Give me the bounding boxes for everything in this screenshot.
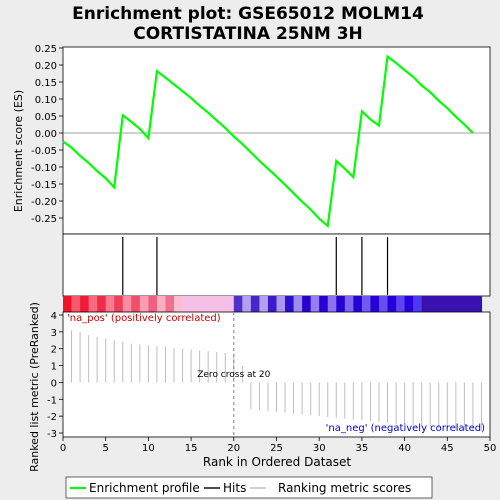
metric-tick-label: 2 [51,345,57,356]
zero-cross-label: Zero cross at 20 [197,370,270,380]
rank-bar-segment [336,296,346,312]
rank-bar-segment [370,296,380,312]
es-tick-label: -0.25 [31,214,57,225]
rank-bar-segment [225,296,235,312]
rank-bar-segment [455,296,465,312]
rank-bar-segment [182,296,192,312]
metric-tick-label: 0 [51,378,57,389]
es-tick-label: 0.25 [35,44,57,55]
rank-bar-segment [71,296,81,312]
rank-bar-segment [97,296,107,312]
rank-bar-segment [148,296,158,312]
rank-bar-segment [174,296,184,312]
rank-bar-segment [302,296,312,312]
es-tick-label: 0.15 [35,78,57,89]
pos-correlated-label: 'na_pos' (positively correlated) [67,313,221,324]
rank-bar-segment [438,296,448,312]
rank-bar-segment [361,296,372,312]
chart-title-line-2: CORTISTATINA 25NM 3H [133,24,363,44]
es-y-axis-label: Enrichment score (ES) [12,90,25,212]
metric-panel [62,311,491,438]
rank-bar-segment [353,296,363,312]
x-tick-label: 35 [356,443,369,454]
x-axis-label: Rank in Ordered Dataset [203,455,351,469]
x-tick-label: 20 [227,443,240,454]
chart-title-line-1: Enrichment plot: GSE65012 MOLM14 [72,4,424,24]
rank-bar-segment [472,296,483,312]
rank-bar-segment [88,296,98,312]
rank-bar-segment [242,296,252,312]
rank-bar-segment [447,296,457,312]
rank-bar-segment [413,296,423,312]
rank-bar-segment [131,296,141,312]
es-tick-label: -0.10 [31,163,57,174]
x-tick-label: 40 [398,443,411,454]
metric-y-axis-label: Ranked list metric (PreRanked) [28,302,41,472]
legend-box [65,476,433,499]
rank-bar-segment [139,296,149,312]
x-tick-label: 10 [142,443,155,454]
x-tick-label: 0 [60,443,66,454]
es-panel [62,46,491,235]
legend-hits-label: Hits [223,481,246,495]
rank-bar-segment [430,296,440,312]
metric-tick-label: 1 [51,362,57,373]
es-tick-label: -0.05 [31,146,57,157]
rank-bar-segment [250,296,261,312]
rank-bar-segment [191,296,201,312]
rank-bar-segment [122,296,132,312]
rank-bar-segment [233,296,243,312]
neg-correlated-label: 'na_neg' (negatively correlated) [326,423,485,434]
legend-ranking-label: Ranking metric scores [278,481,411,495]
es-tick-label: 0.10 [35,95,57,106]
rank-bar-segment [387,296,397,312]
rank-bar-segment [285,296,295,312]
rank-bar-segment [327,296,337,312]
rank-bar-segment [63,296,73,312]
rank-bar-segment [199,296,209,312]
rank-bar-segment [105,296,115,312]
metric-tick-label: -3 [47,429,57,440]
hits-panel [62,233,491,297]
rank-bar-segment [208,296,218,312]
rank-bar-segment [259,296,269,312]
rank-bar-segment [344,296,354,312]
metric-tick-label: -2 [47,412,57,423]
es-tick-label: -0.20 [31,197,57,208]
rank-bar-segment [404,296,414,312]
es-tick-label: 0.00 [35,129,57,140]
enrichment-profile-line [62,54,474,228]
metric-tick-label: 4 [51,311,57,322]
rank-bar-segment [165,296,175,312]
rank-bar-segment [464,296,474,312]
rank-bar-segment [396,296,406,312]
legend-enrichment-label: Enrichment profile [89,481,200,495]
es-tick-label: 0.20 [35,61,57,72]
rank-bar-segment [378,296,389,312]
x-tick-label: 25 [270,443,283,454]
metric-tick-label: -1 [47,395,57,406]
es-tick-label: 0.05 [35,112,57,123]
rank-bar-segment [80,296,90,312]
x-tick-label: 50 [484,443,497,454]
rank-bar-segment [421,296,431,312]
x-tick-label: 5 [103,443,109,454]
rank-bar-segment [319,296,329,312]
rank-bar-segment [156,296,167,312]
x-tick-label: 15 [185,443,198,454]
rank-bar-segment [216,296,226,312]
rank-bar-segment [293,296,303,312]
metric-tick-label: 3 [51,328,57,339]
rank-bar-segment [114,296,124,312]
rank-bar-segment [267,296,278,312]
x-tick-label: 45 [441,443,454,454]
rank-bar-segment [276,296,286,312]
x-tick-label: 30 [313,443,326,454]
es-tick-label: -0.15 [31,180,57,191]
rank-bar-segment [310,296,320,312]
